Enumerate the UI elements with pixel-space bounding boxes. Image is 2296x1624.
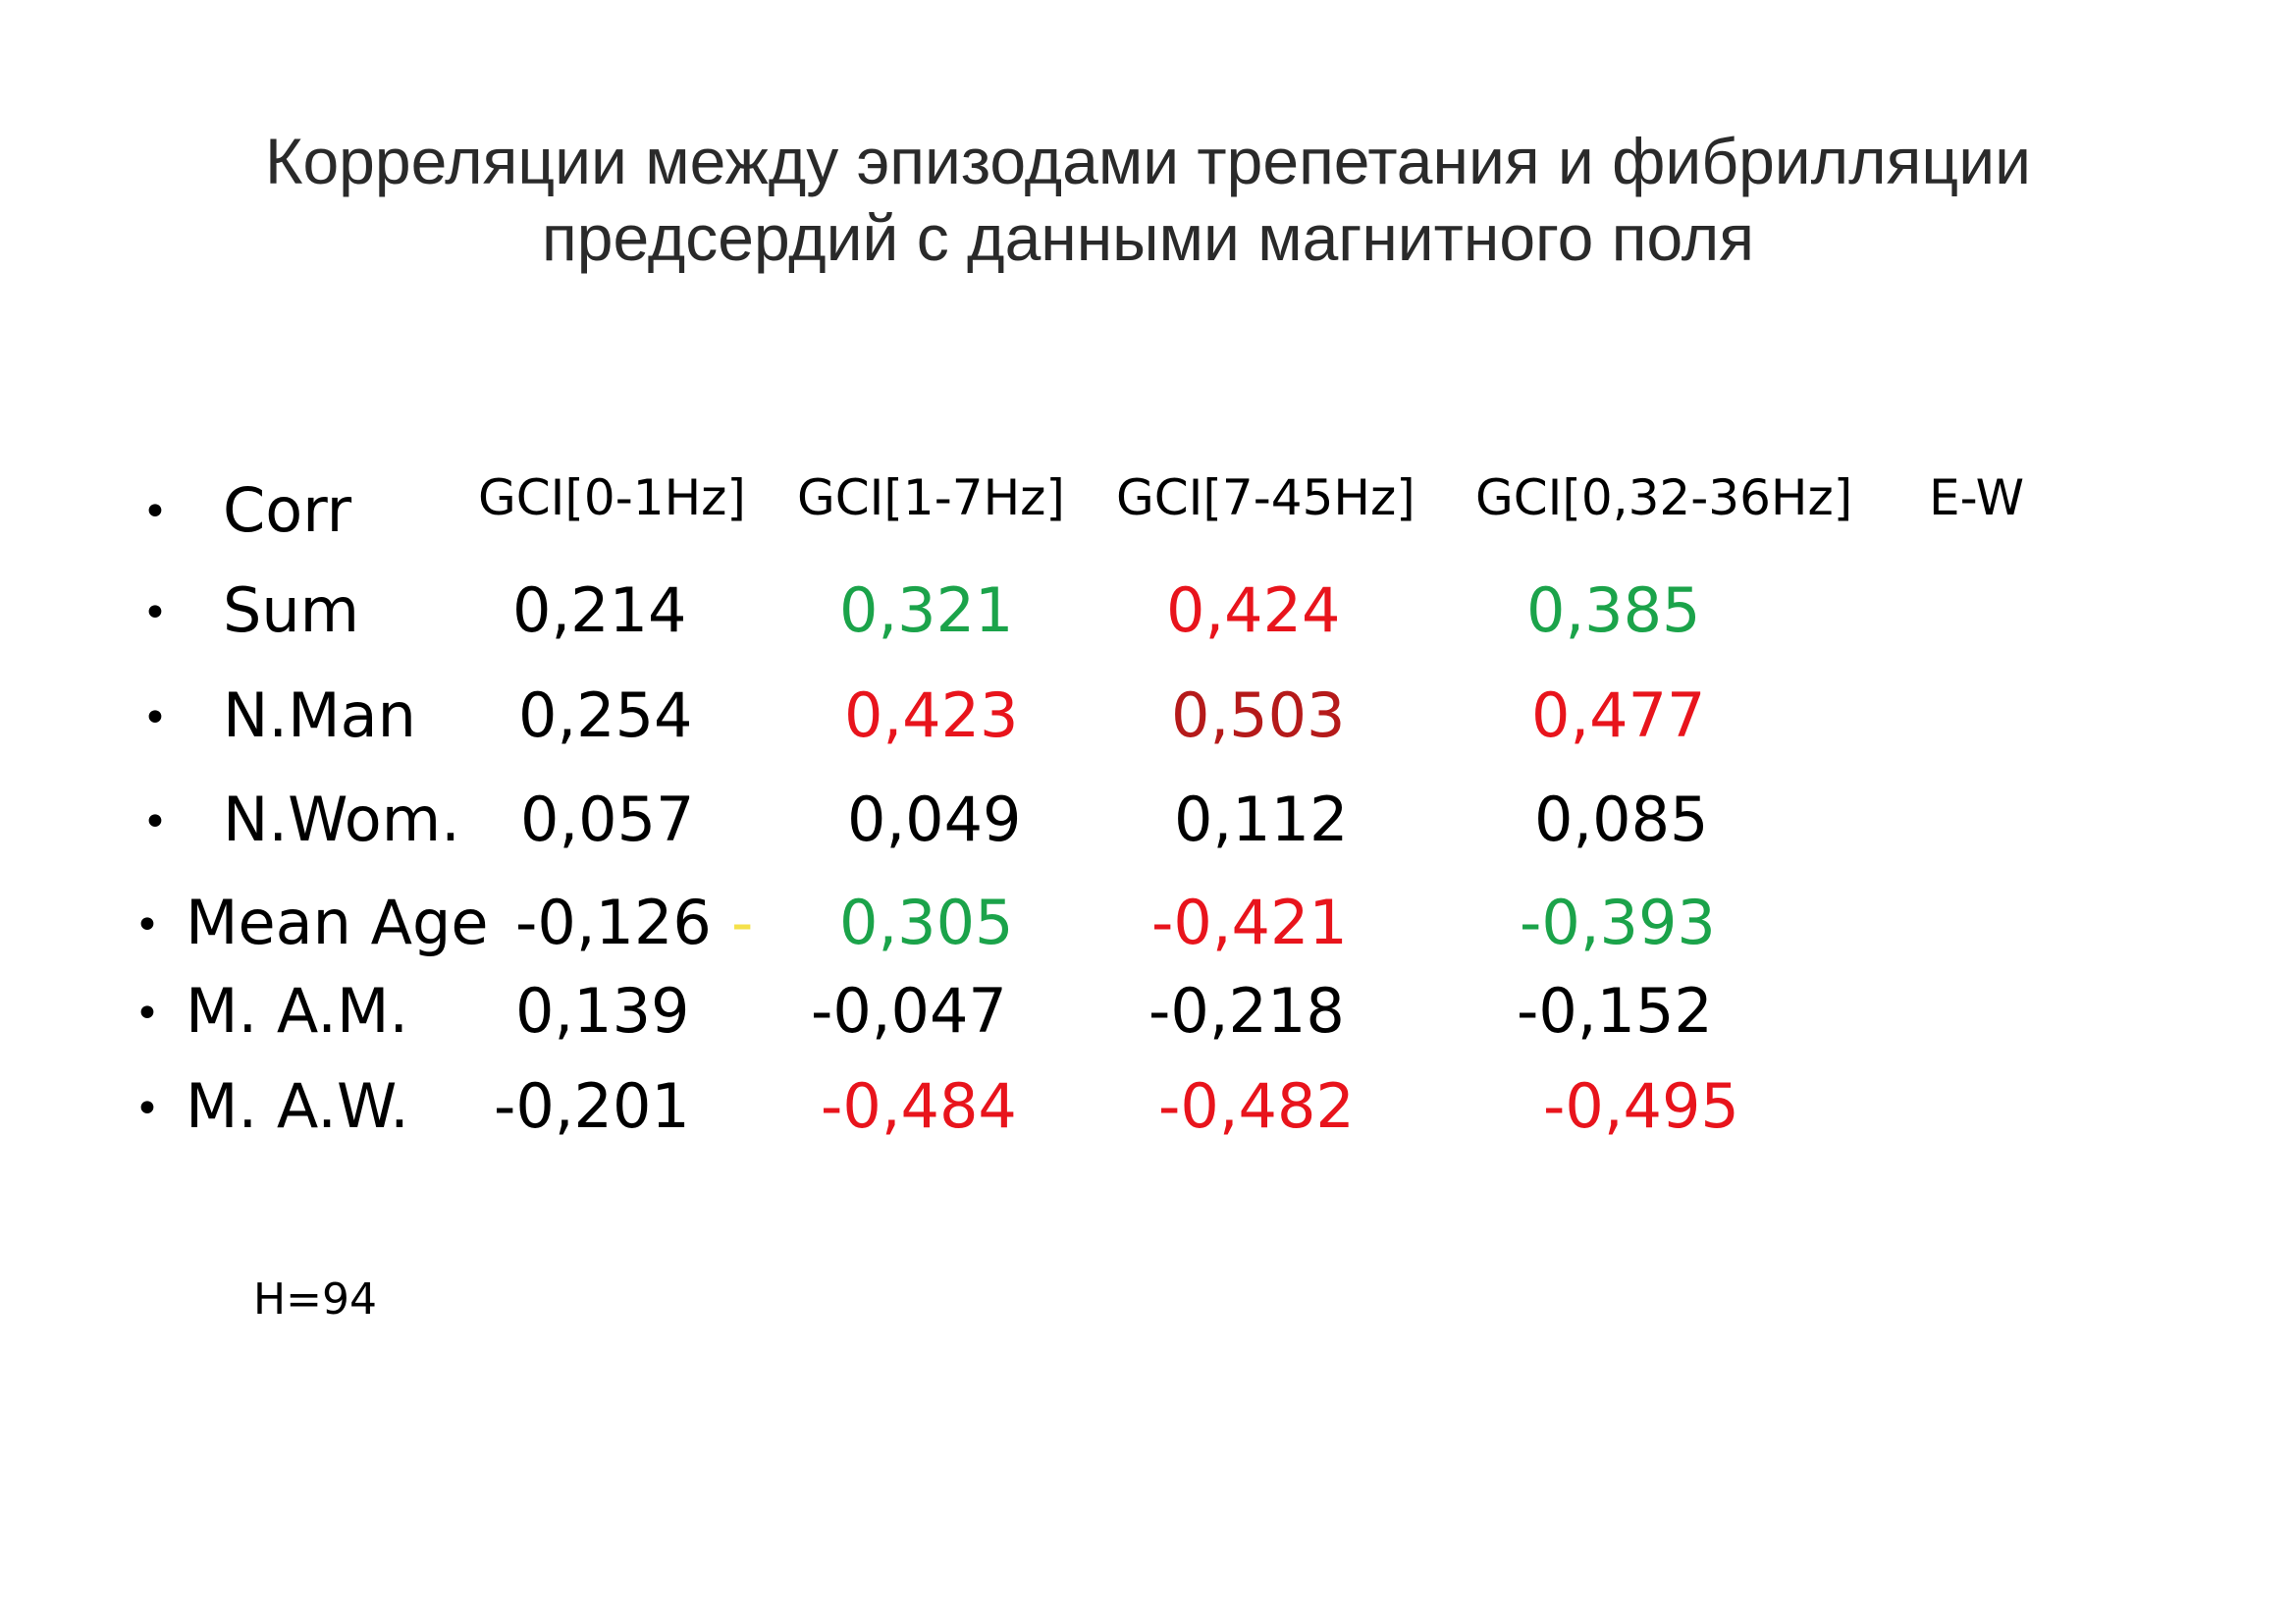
header-col-1: GCI[0-1Hz]	[478, 469, 746, 526]
value-cell: -0,201	[494, 1070, 690, 1142]
value-cell: -0,152	[1517, 975, 1713, 1047]
value-cell: -0,495	[1543, 1070, 1739, 1142]
value-cell: 0,139	[515, 975, 690, 1047]
value-cell: 0,424	[1166, 574, 1341, 646]
table-row-m-am: • M. A.M. 0,139 -0,047 -0,218 -0,152	[0, 975, 2296, 1063]
bullet: •	[134, 900, 160, 950]
extra-mark: -	[731, 887, 754, 958]
bullet: •	[142, 693, 168, 743]
value-cell: 0,503	[1171, 679, 1346, 751]
header-col-5: E-W	[1929, 469, 2025, 526]
value-cell: 0,254	[518, 679, 693, 751]
header-label: Corr	[223, 474, 352, 546]
header-row: • Corr GCI[0-1Hz] GCI[1-7Hz] GCI[7-45Hz]…	[0, 469, 2296, 558]
row-label: M. A.M.	[186, 975, 409, 1047]
table-row-m-aw: • M. A.W. -0,201 -0,484 -0,482 -0,495	[0, 1070, 2296, 1159]
row-label: N.Man	[223, 679, 416, 751]
row-label: Sum	[223, 574, 360, 646]
value-cell: -0,393	[1520, 887, 1716, 958]
value-cell: -0,126	[515, 887, 712, 958]
value-cell: -0,482	[1158, 1070, 1355, 1142]
value-cell: 0,214	[512, 574, 687, 646]
sample-size-note: Н=94	[253, 1274, 377, 1325]
title-line-1: Корреляции между эпизодами трепетания и …	[265, 125, 2031, 197]
header-col-4: GCI[0,32-36Hz]	[1475, 469, 1853, 526]
bullet: •	[134, 1084, 160, 1134]
value-cell: -0,421	[1151, 887, 1348, 958]
value-cell: 0,049	[847, 784, 1022, 855]
table-row-n-man: • N.Man 0,254 0,423 0,503 0,477	[0, 679, 2296, 768]
bullet: •	[142, 588, 168, 638]
bullet: •	[134, 989, 160, 1039]
value-cell: 0,321	[839, 574, 1014, 646]
header-col-2: GCI[1-7Hz]	[797, 469, 1065, 526]
table-row-n-wom: • N.Wom. 0,057 0,049 0,112 0,085	[0, 784, 2296, 872]
value-cell: -0,218	[1148, 975, 1345, 1047]
value-cell: 0,423	[844, 679, 1019, 751]
value-cell: 0,305	[839, 887, 1014, 958]
value-cell: 0,057	[520, 784, 695, 855]
row-label: M. A.W.	[186, 1070, 409, 1142]
value-cell: 0,112	[1174, 784, 1349, 855]
value-cell: -0,484	[821, 1070, 1017, 1142]
bullet: •	[142, 797, 168, 847]
value-cell: -0,047	[811, 975, 1007, 1047]
value-cell: 0,085	[1534, 784, 1709, 855]
table-row-mean-age: • Mean Age -0,126 - 0,305 -0,421 -0,393	[0, 887, 2296, 975]
slide-title: Корреляции между эпизодами трепетания и …	[0, 123, 2296, 276]
table-row-sum: • Sum 0,214 0,321 0,424 0,385	[0, 574, 2296, 663]
value-cell: 0,477	[1531, 679, 1706, 751]
bullet: •	[142, 487, 168, 537]
row-label: Mean Age	[186, 887, 489, 958]
value-cell: 0,385	[1526, 574, 1701, 646]
title-line-2: предсердий с данными магнитного поля	[542, 201, 1754, 274]
row-label: N.Wom.	[223, 784, 460, 855]
header-col-3: GCI[7-45Hz]	[1116, 469, 1415, 526]
